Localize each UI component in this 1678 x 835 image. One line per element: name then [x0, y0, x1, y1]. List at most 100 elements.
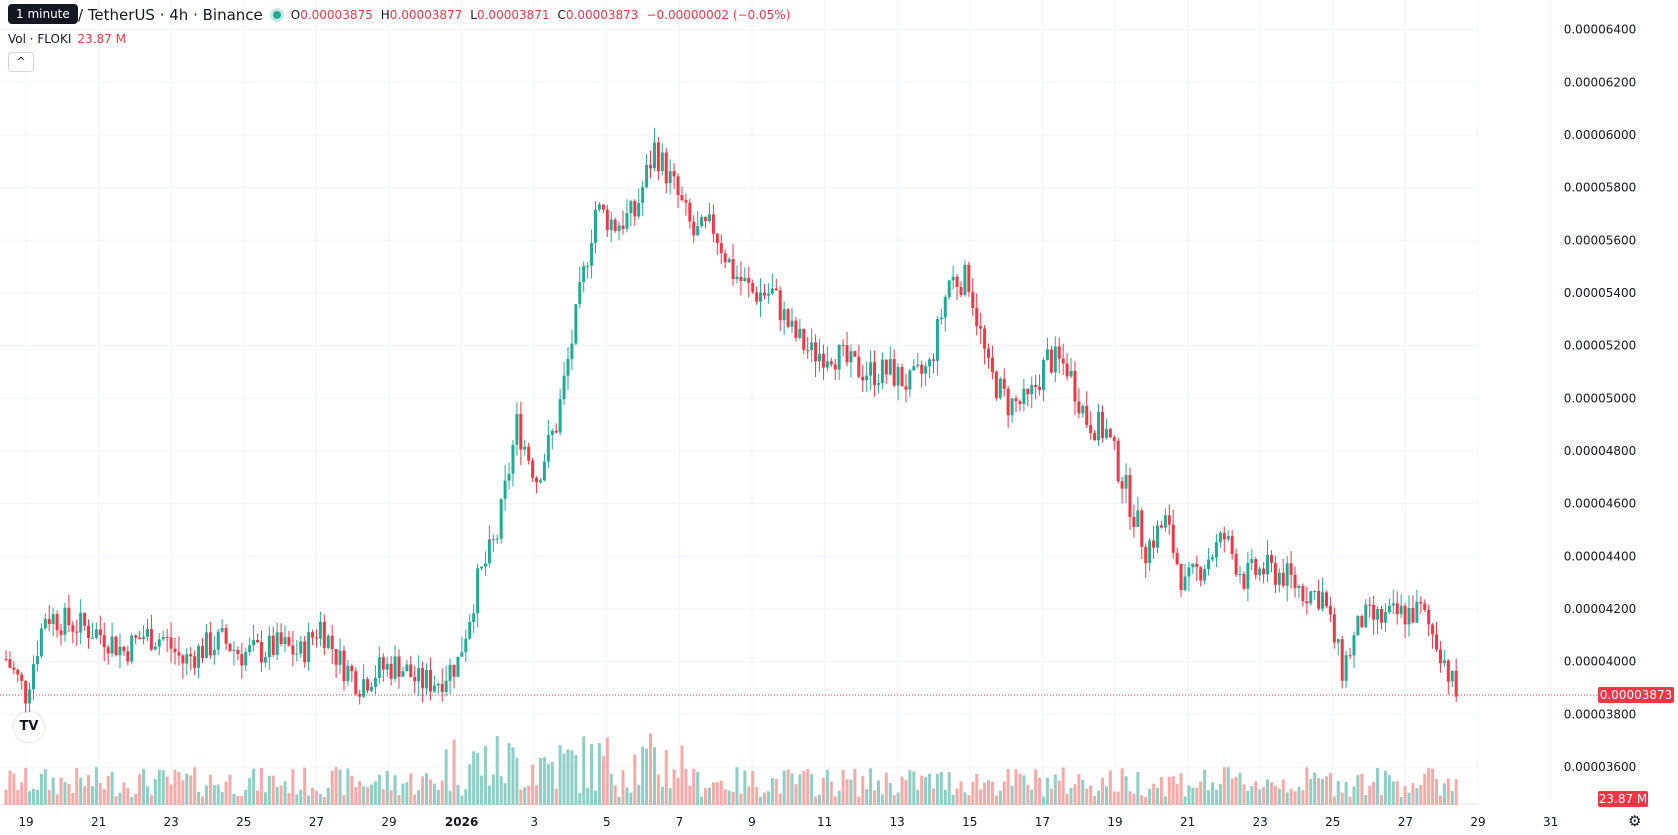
- volume-bar: [873, 790, 877, 805]
- volume-bar: [185, 773, 189, 805]
- candle-body: [228, 643, 232, 652]
- volume-bar: [1336, 780, 1340, 805]
- candle-body: [987, 348, 990, 358]
- volume-bar: [1132, 793, 1136, 805]
- volume-bar: [476, 753, 480, 805]
- candle-body: [1171, 524, 1175, 553]
- collapse-legend-button[interactable]: ^: [8, 52, 34, 72]
- candle-body: [1034, 385, 1038, 388]
- candle-body: [1018, 401, 1022, 405]
- candle-body: [786, 309, 790, 327]
- candle-body: [637, 202, 641, 217]
- candle-body: [935, 319, 939, 361]
- candle-body: [1360, 615, 1364, 628]
- candle-body: [1277, 572, 1281, 585]
- candle-body: [554, 430, 558, 433]
- volume-bar: [613, 785, 617, 805]
- volume-bar: [366, 787, 370, 805]
- volume-bar: [825, 769, 829, 805]
- candle-body: [990, 357, 994, 372]
- volume-bar: [483, 746, 487, 805]
- volume-bar: [629, 792, 633, 805]
- tradingview-logo[interactable]: TV: [14, 712, 44, 742]
- candle-body: [1081, 405, 1085, 414]
- candle-body: [983, 328, 987, 349]
- volume-bar: [32, 788, 36, 805]
- volume-bar: [542, 757, 546, 805]
- volume-bar: [1081, 779, 1085, 805]
- volume-bar: [1120, 768, 1124, 805]
- volume-bar: [762, 792, 766, 805]
- candle-body: [153, 646, 157, 650]
- volume-legend[interactable]: Vol · FLOKI 23.87 M: [8, 32, 126, 46]
- volume-bar: [405, 782, 409, 805]
- date-tick-label: 25: [1325, 815, 1340, 829]
- candle-body: [829, 361, 833, 365]
- volume-bar: [790, 773, 794, 805]
- volume-bar: [766, 791, 770, 805]
- volume-bar: [1399, 796, 1403, 805]
- volume-bar: [448, 790, 452, 805]
- volume-bar: [1155, 787, 1159, 805]
- candle-body: [185, 654, 189, 664]
- volume-bar: [1195, 787, 1199, 805]
- volume-bar: [1112, 791, 1116, 805]
- candle-body: [1203, 569, 1207, 581]
- volume-bar: [751, 770, 755, 805]
- candle-body: [1132, 516, 1136, 528]
- candle-body: [326, 635, 330, 648]
- candle-body: [358, 693, 362, 697]
- volume-bar: [935, 774, 939, 805]
- candle-body: [1289, 563, 1293, 575]
- candle-body: [126, 651, 130, 662]
- candle-body: [1309, 591, 1313, 604]
- volume-bar: [645, 748, 649, 805]
- volume-bar: [601, 756, 605, 805]
- volume-bar: [377, 774, 381, 805]
- candle-body: [1266, 554, 1270, 575]
- candle-body: [1340, 639, 1344, 681]
- volume-bar: [759, 796, 763, 805]
- volume-bar: [621, 770, 625, 805]
- volume-bar: [755, 787, 759, 805]
- candle-body: [574, 304, 578, 344]
- candle-body: [476, 568, 480, 614]
- volume-bar: [684, 769, 688, 805]
- volume-bar: [1383, 770, 1387, 805]
- candle-body: [354, 671, 358, 694]
- volume-bar: [1069, 787, 1073, 805]
- volume-bar: [1415, 787, 1419, 805]
- candle-body: [1207, 559, 1211, 570]
- candle-body: [401, 671, 405, 677]
- volume-bar: [244, 790, 248, 805]
- symbol-title[interactable]: / TetherUS · 4h · Binance: [78, 6, 263, 24]
- volume-bar: [326, 787, 330, 805]
- candle-body: [173, 648, 177, 653]
- candle-body: [165, 637, 169, 639]
- price-tick-label: 0.00003600: [1564, 760, 1637, 774]
- volume-bar: [1045, 777, 1049, 805]
- volume-bar: [189, 775, 193, 805]
- candle-body: [334, 648, 338, 665]
- candle-body: [157, 639, 161, 647]
- volume-bar: [523, 787, 527, 805]
- volume-bar: [1211, 782, 1215, 805]
- candle-body: [1321, 592, 1325, 609]
- volume-bar: [1258, 789, 1262, 805]
- candle-body: [405, 664, 409, 672]
- volume-bar: [1273, 785, 1277, 805]
- candle-body: [134, 635, 138, 638]
- settings-gear-icon[interactable]: ⚙: [1628, 812, 1642, 830]
- candle-body: [1372, 604, 1376, 620]
- date-tick-label: 31: [1543, 815, 1558, 829]
- volume-bar: [157, 769, 161, 805]
- volume-bar: [59, 777, 63, 805]
- candle-body: [1269, 554, 1273, 563]
- volume-bar: [943, 789, 947, 805]
- volume-bar: [1038, 777, 1042, 805]
- volume-bar: [330, 770, 334, 805]
- candle-body: [181, 655, 185, 664]
- candle-body: [263, 657, 267, 663]
- volume-bar: [1026, 784, 1030, 805]
